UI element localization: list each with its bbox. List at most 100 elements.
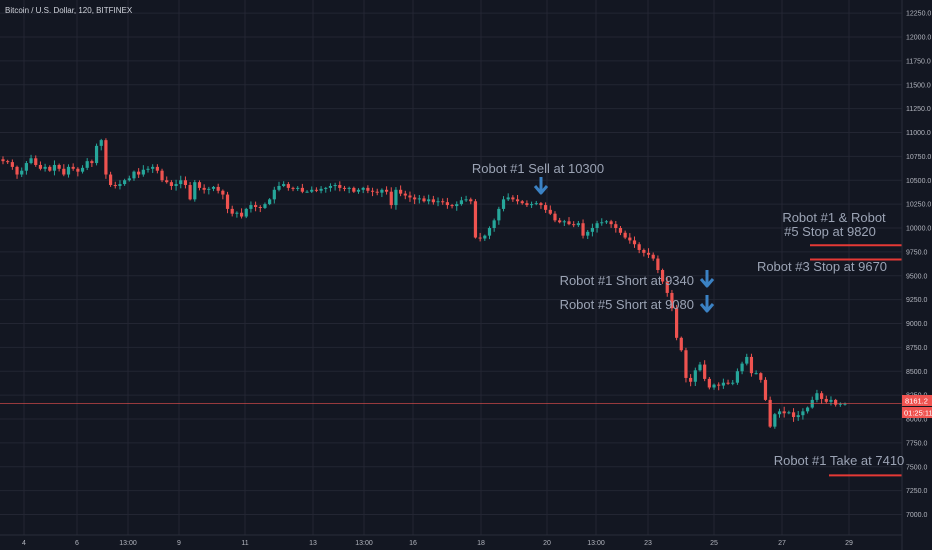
candle-body [141,169,145,175]
candle-body [632,240,637,245]
candle-body [483,235,487,239]
y-tick-label: 10250.0 [906,202,931,209]
candle-body [427,199,431,202]
candle-body [712,384,716,388]
candle-body [183,180,188,186]
y-tick-label: 11250.0 [906,106,931,113]
candle-body [90,161,94,164]
candle-body [310,189,314,192]
candle-body [20,170,24,175]
candle-body [48,166,52,171]
candle-body [562,221,566,223]
candle-body [94,145,99,164]
last-price-tag: 8161.2 [902,395,932,406]
annotation-sell: Robot #1 Sell at 10300 [472,161,604,176]
candles [1,138,847,429]
candle-body [361,187,365,190]
annotation-stop-1-5-line1: Robot #1 & Robot [782,210,886,225]
candle-body [595,223,599,228]
candle-body [29,158,33,164]
y-tick-label: 9000.0 [906,321,928,328]
candle-body [169,182,173,186]
x-tick-label: 11 [241,540,248,547]
candle-body [436,201,440,203]
candle-body [768,399,772,427]
candle-body [179,180,183,185]
candle-body [749,356,754,374]
candle-body [698,364,702,371]
x-tick-label: 23 [644,540,652,547]
candle-body [380,189,384,193]
candle-body [52,164,57,171]
candle-body [43,166,47,169]
candle-body [473,201,478,238]
candle-body [85,161,89,168]
candle-body [202,187,206,190]
y-tick-label: 10750.0 [906,154,931,161]
candle-body [342,187,347,189]
candle-body [155,166,159,171]
candle-body [207,188,211,190]
candle-body [132,171,136,179]
candle-body [740,363,744,372]
candle-body [604,221,609,223]
candle-body [249,205,253,209]
candle-body [567,221,571,225]
candle-body [721,382,725,386]
candle-body [558,220,562,223]
candle-body [773,414,777,427]
candle-body [375,191,379,193]
x-tick-label: 29 [845,540,853,547]
candle-body [726,382,730,384]
candle-body [15,166,19,175]
candle-body [221,190,225,195]
candle-body [600,222,604,224]
candle-body [305,191,309,193]
x-tick-label: 13 [309,540,317,547]
x-tick-label: 16 [409,540,417,547]
candle-body [834,399,838,405]
candle-body [174,184,178,186]
candle-body [731,382,735,384]
candle-body [254,205,258,207]
candle-body [235,212,239,214]
candle-body [146,168,150,170]
candle-body [735,371,740,383]
candle-body [506,197,510,200]
arrow-down-icon [533,177,549,195]
candle-body [618,228,623,233]
candle-body [193,182,197,200]
candle-body [450,205,454,207]
candle-body [389,191,393,206]
annotation-stop-1-5-line2: #5 Stop at 9820 [784,224,876,239]
candle-body [782,411,786,414]
candle-body [763,379,768,400]
candle-body [642,249,646,253]
candle-body [511,197,515,200]
candle-body [296,187,300,189]
x-tick-label: 9 [177,540,181,547]
candle-body [24,163,28,171]
candle-body [319,188,323,191]
candle-body [300,187,304,192]
candle-body [277,185,281,190]
candle-body [165,180,169,183]
annotation-short-1: Robot #1 Short at 9340 [560,273,694,288]
candle-body [838,403,842,405]
candle-body [777,411,782,415]
candle-body [62,168,66,175]
candle-body [469,199,473,202]
candle-body [34,158,38,165]
y-tick-label: 10000.0 [906,226,931,233]
candle-body [646,252,651,255]
candle-body [127,178,131,181]
svg-text:8161.2: 8161.2 [905,397,928,406]
candle-body [675,308,679,338]
candle-body [455,204,459,207]
y-tick-label: 9500.0 [906,273,928,280]
y-tick-label: 10500.0 [906,178,931,185]
candle-body [660,270,665,282]
candle-body [581,223,585,236]
candle-body [99,140,103,146]
candle-body [754,373,758,375]
